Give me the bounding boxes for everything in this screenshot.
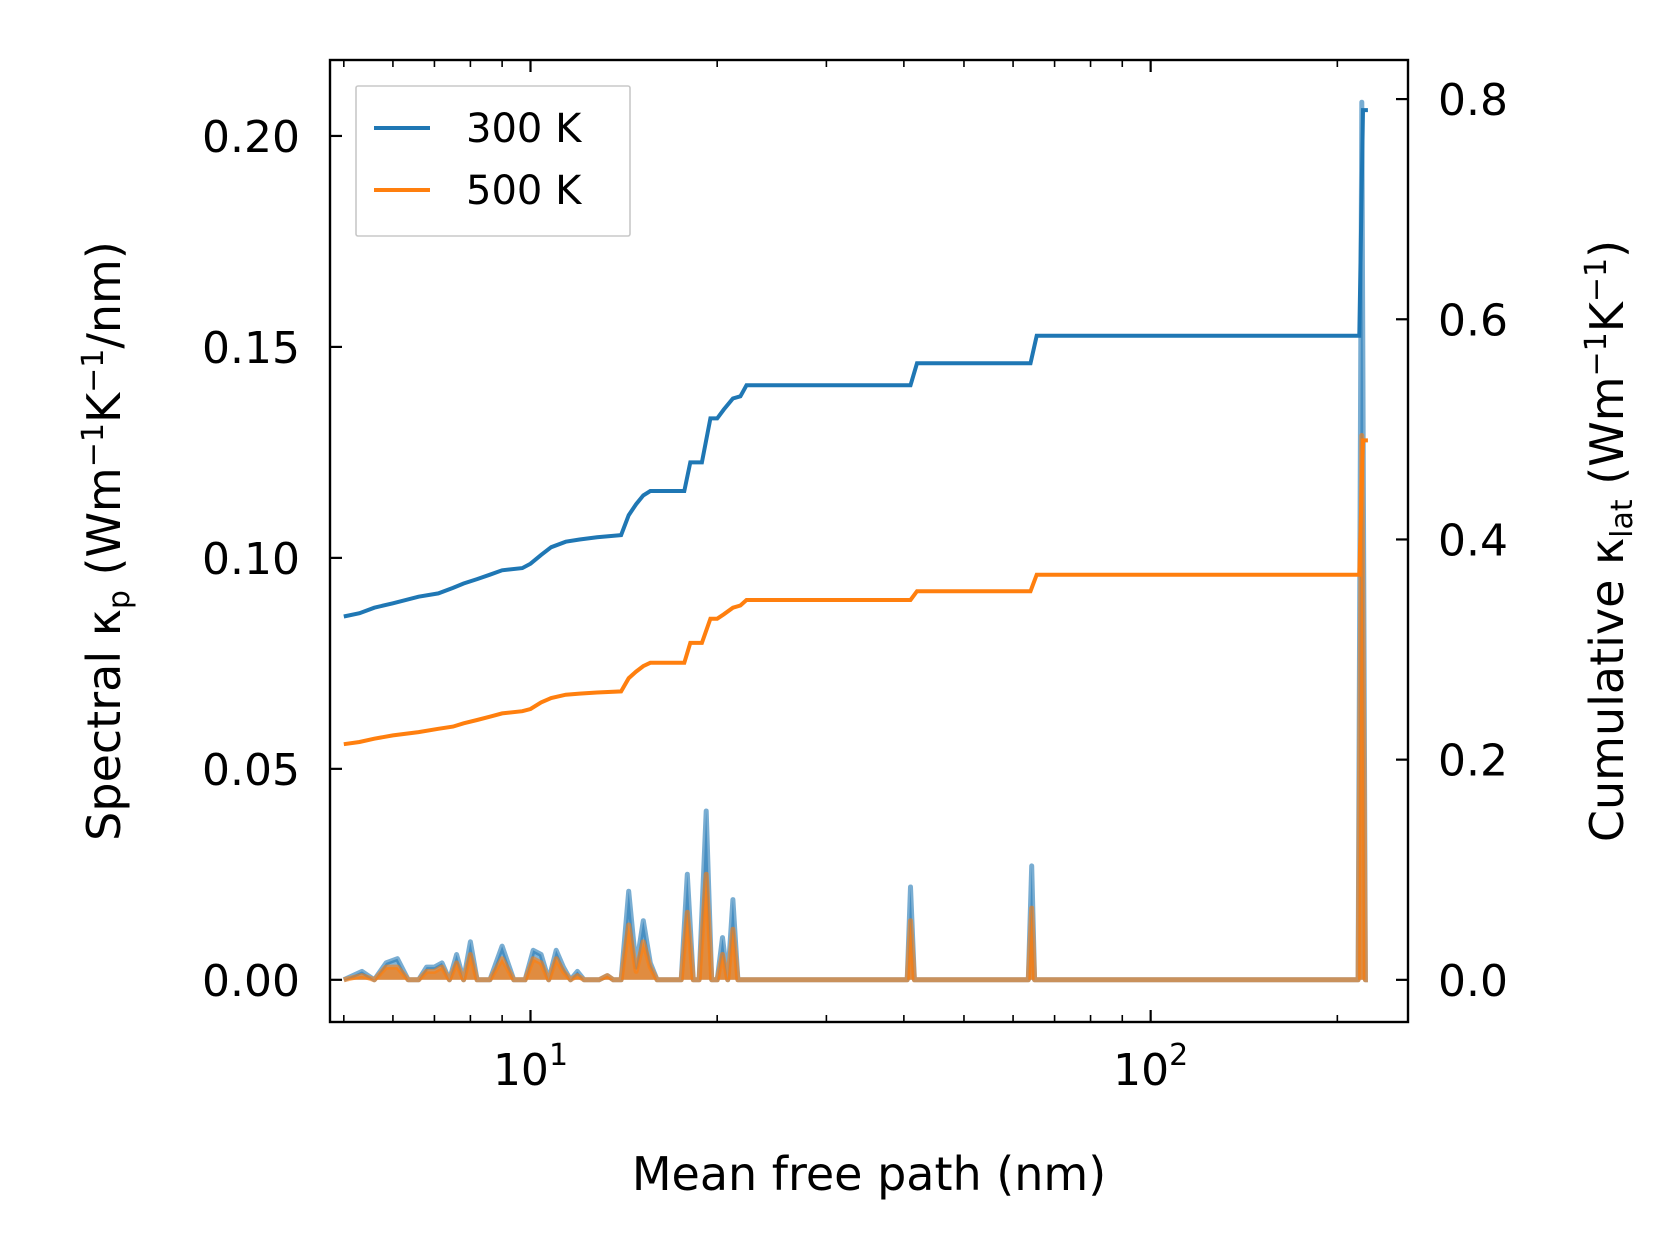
y-right-tick-label: 0.4: [1438, 515, 1508, 566]
y-left-tick-label: 0.15: [202, 323, 300, 374]
plot-frame: [328, 58, 1410, 1024]
y-right-tick-label: 0.6: [1438, 295, 1508, 346]
legend-box: [355, 85, 631, 237]
y-right-tick-label: 0.2: [1438, 736, 1508, 787]
legend: 300 K 500 K: [355, 85, 631, 237]
y-left-tick-label: 0.05: [202, 745, 300, 796]
y-right-tick-label: 0.0: [1438, 956, 1508, 1007]
right-y-axis-label: Cumulative κlat (Wm−1K−1): [1579, 240, 1640, 842]
x-axis-label: Mean free path (nm): [632, 1147, 1106, 1201]
cumulative-line-500k: [343, 438, 1368, 747]
y-left-tick-label: 0.00: [202, 956, 300, 1007]
cumulative-line-300k: [343, 108, 1368, 619]
spectral-area-layer: [342, 99, 1368, 983]
spectral-outline-500k: [343, 433, 1368, 983]
legend-label-300k: 300 K: [466, 106, 583, 152]
x-tick-label: 102: [1113, 1038, 1188, 1096]
x-tick-label: 101: [493, 1038, 568, 1096]
left-y-axis-label: Spectral κp (Wm−1K−1/nm): [76, 241, 137, 841]
cumulative-line-layer: [343, 108, 1368, 747]
axis-ticks: 101 102 0.00 0.05 0.10 0.15 0.20 0.0 0.2 0.4 0.6 0.…: [202, 60, 1508, 1096]
y-left-tick-label: 0.10: [202, 534, 300, 585]
y-right-tick-label: 0.8: [1438, 75, 1508, 126]
y-left-tick-label: 0.20: [202, 112, 300, 163]
legend-label-500k: 500 K: [466, 168, 583, 214]
